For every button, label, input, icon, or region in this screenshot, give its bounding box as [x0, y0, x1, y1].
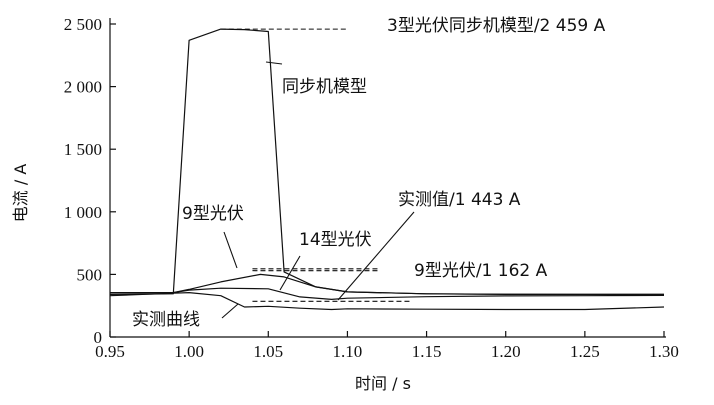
y-tick-label: 0: [94, 328, 103, 347]
x-axis-title: 时间 / s: [355, 374, 411, 393]
labels: 时间 / s 电流 / A 3型光伏同步机模型/2 459 A 9型光伏/1 1…: [11, 16, 606, 393]
x-tick-label: 1.00: [174, 342, 204, 361]
axes: [109, 18, 666, 338]
series-sync-model-line: [109, 28, 664, 295]
y-tick-label: 1 000: [64, 203, 102, 222]
x-tick-label: 1.15: [412, 342, 442, 361]
label-measured-value: 实测值/1 443 A: [398, 190, 521, 210]
y-axis-title: 电流 / A: [11, 164, 30, 223]
x-tick-label: 1.20: [491, 342, 521, 361]
x-tick-label: 1.10: [333, 342, 363, 361]
label-pv9: 9型光伏: [182, 204, 244, 224]
leader-measured-value: [337, 211, 415, 301]
x-tick-label: 0.95: [95, 342, 125, 361]
y-tick-label: 500: [77, 265, 103, 284]
y-tick-label: 2 500: [64, 15, 102, 34]
label-pv14: 14型光伏: [299, 230, 372, 250]
x-tick-label: 1.25: [570, 342, 600, 361]
leader-pv14: [279, 255, 301, 291]
series-pv14-line: [110, 287, 665, 300]
series: [109, 28, 665, 311]
leader-pv9: [223, 231, 238, 269]
y-tick-label: 1 500: [64, 140, 102, 159]
x-tick-label: 1.05: [253, 342, 283, 361]
series-measured-line: [109, 292, 665, 311]
reference-lines: [220, 28, 411, 302]
y-tick-label: 2 000: [64, 78, 102, 97]
ref-label-pv9-peak: 9型光伏/1 162 A: [414, 261, 548, 281]
leader-lines: [221, 61, 415, 319]
leader-sync-model: [265, 61, 283, 65]
ref-label-sync-peak: 3型光伏同步机模型/2 459 A: [387, 16, 606, 36]
leader-measured-curve: [221, 303, 239, 319]
label-measured-curve: 实测曲线: [132, 310, 200, 330]
x-tick-label: 1.30: [649, 342, 679, 361]
label-sync-model: 同步机模型: [282, 77, 367, 97]
series-pv9-line: [110, 273, 664, 295]
ticks: 0.95 1.00 1.05 1.10 1.15 1.20 1.25 1.30 0 500 1 00…: [64, 15, 679, 361]
